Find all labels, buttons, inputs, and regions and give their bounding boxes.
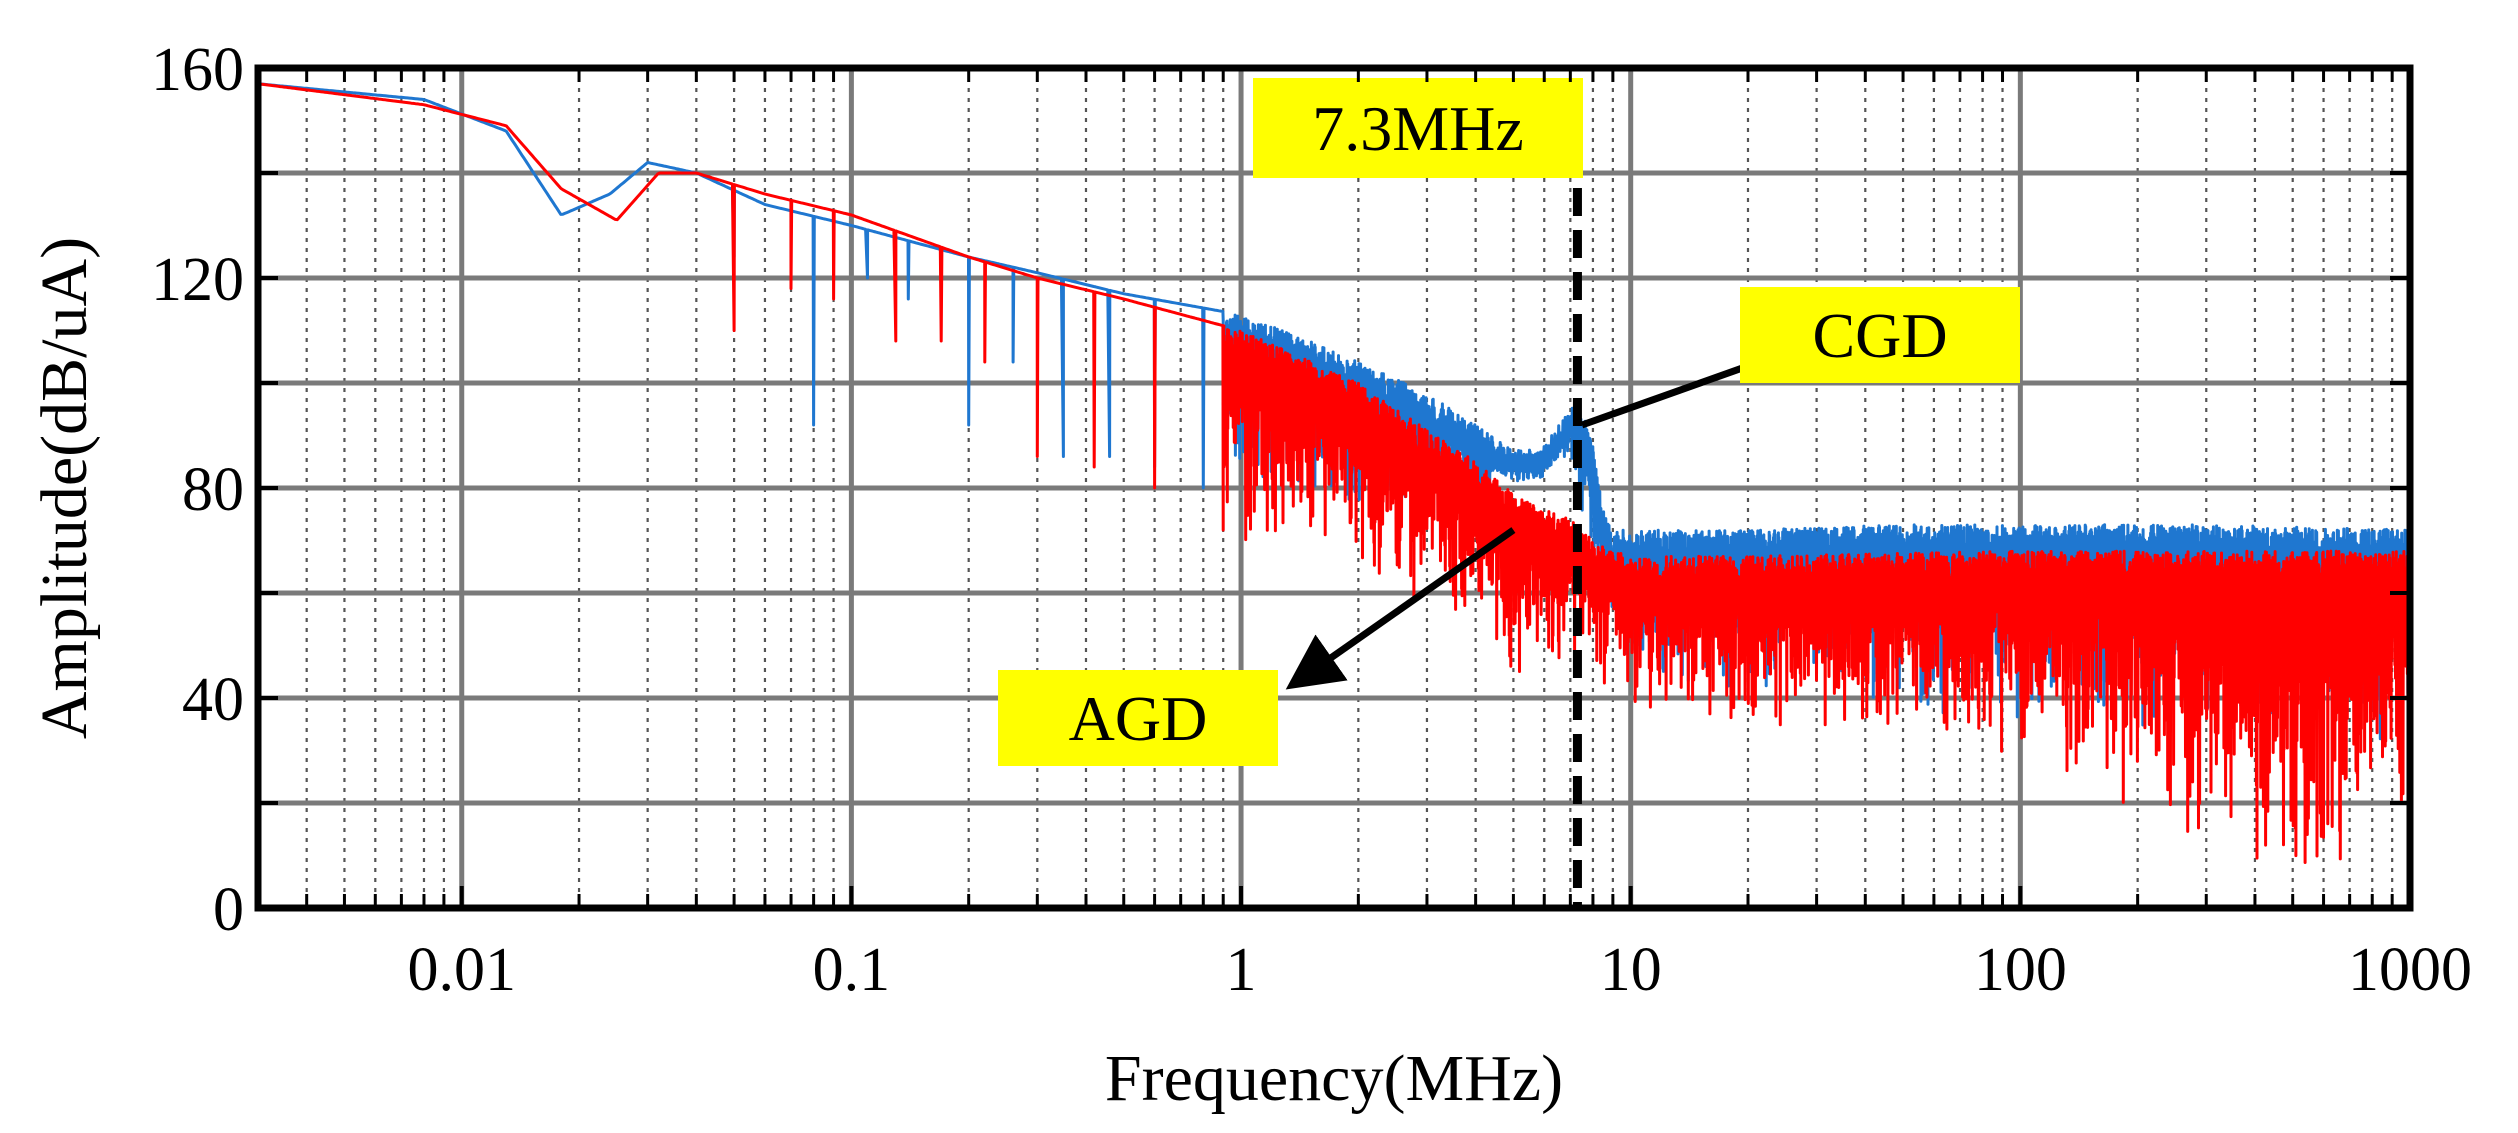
x-tick-label: 0.1 xyxy=(813,936,891,1004)
y-tick-label: 80 xyxy=(182,456,244,524)
x-tick-label: 10 xyxy=(1600,936,1662,1004)
x-tick-label: 100 xyxy=(1974,936,2067,1004)
series-layer xyxy=(258,82,2410,864)
y-axis-label: Amplitude(dB/uA) xyxy=(28,237,101,739)
tick-labels: 0.01 0.1 1 10 100 1000 0 40 80 120 160 xyxy=(151,36,2472,1004)
marker-7-3mhz-box xyxy=(1253,78,1583,178)
marker-7-3mhz-label: 7.3MHz xyxy=(1312,93,1524,164)
y-tick-label: 160 xyxy=(151,36,244,104)
x-tick-label: 1 xyxy=(1226,936,1257,1004)
x-tick-label: 0.01 xyxy=(407,936,516,1004)
y-tick-label: 40 xyxy=(182,666,244,734)
y-tick-label: 120 xyxy=(151,246,244,314)
annotation-layer: 7.3MHz CGD AGD xyxy=(998,78,2020,906)
agd-box xyxy=(998,670,1278,766)
agd-arrow xyxy=(1285,527,1516,690)
y-tick-label: 0 xyxy=(213,876,244,944)
x-axis-label: Frequency(MHz) xyxy=(1105,1042,1563,1115)
plot-area xyxy=(258,82,2410,864)
agd-label: AGD xyxy=(1069,683,1208,754)
cgd-box xyxy=(1740,287,2020,383)
tick-marks xyxy=(258,68,2412,908)
cgd-label: CGD xyxy=(1812,300,1947,371)
series-line-agd xyxy=(258,82,2410,864)
x-tick-label: 1000 xyxy=(2348,936,2472,1004)
